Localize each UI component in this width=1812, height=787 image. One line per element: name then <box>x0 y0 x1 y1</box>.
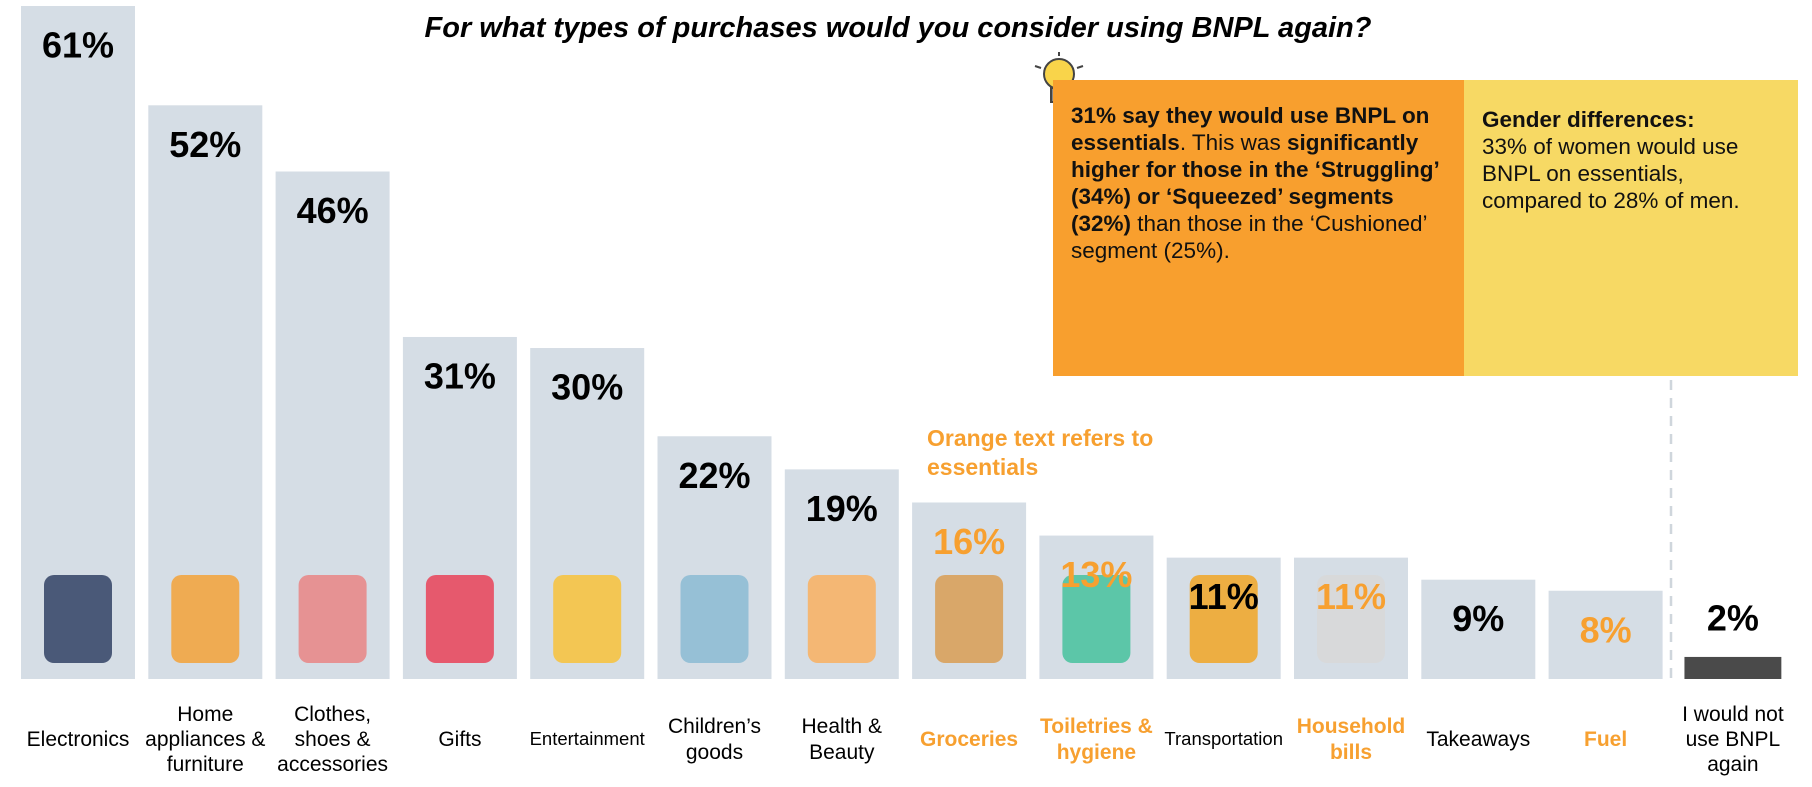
category-icon <box>680 575 749 663</box>
bar <box>21 6 135 679</box>
bar <box>1548 590 1663 679</box>
box-text: 31% say they would use BNPL on essential… <box>1071 103 1430 155</box>
value-label: 2% <box>1707 597 1759 638</box>
category-icon <box>425 575 494 663</box>
value-label: 13% <box>1060 554 1132 595</box>
value-label: 22% <box>678 455 750 496</box>
value-label: 52% <box>169 124 241 165</box>
category-icon <box>44 575 112 663</box>
chart-title: For what types of purchases would you co… <box>424 12 1372 44</box>
category-label: Health & Beauty <box>801 715 883 764</box>
value-label: 61% <box>42 25 114 66</box>
category-label: Clothes, shoes & accessories <box>277 702 389 777</box>
essentials-note: Orange text refers to essentials <box>927 425 1154 480</box>
category-label: Gifts <box>438 727 482 751</box>
category-label: Fuel <box>1584 727 1628 751</box>
value-label: 46% <box>297 190 369 231</box>
category-icon <box>935 575 1004 663</box>
bar <box>1421 579 1536 679</box>
box-text: than those in the ‘Cushioned’ segment (2… <box>1071 211 1427 263</box>
category-label: I would not use BNPL again <box>1682 702 1784 777</box>
bar <box>1684 656 1782 679</box>
value-label: 16% <box>933 521 1005 562</box>
category-label: Takeaways <box>1426 727 1531 751</box>
box-text: 33% of women would use BNPL on essential… <box>1482 134 1740 213</box>
value-label: 8% <box>1580 609 1632 650</box>
category-icon <box>553 575 622 663</box>
box-text: . This was <box>1179 130 1287 155</box>
essentials-box: 31% say they would use BNPL on essential… <box>1053 80 1464 376</box>
category-label: Children’s goods <box>667 715 761 764</box>
value-label: 31% <box>424 355 496 396</box>
category-label: Household bills <box>1296 715 1406 764</box>
category-label: Home appliances & furniture <box>145 702 266 777</box>
category-icon <box>1189 575 1258 663</box>
value-label: 30% <box>551 367 623 408</box>
box-text: significantly higher for those in the ‘S… <box>1071 130 1439 236</box>
category-icon <box>1317 575 1385 663</box>
value-label: 11% <box>1189 576 1259 617</box>
value-label: 19% <box>806 488 878 529</box>
category-icon <box>171 575 240 663</box>
gender-box: Gender differences: 33% of women would u… <box>1464 80 1798 376</box>
value-label: 11% <box>1316 576 1386 617</box>
category-label: Electronics <box>26 727 130 751</box>
category-icon <box>298 575 367 663</box>
category-icon <box>1062 575 1131 663</box>
box-text: Gender differences: <box>1482 107 1695 132</box>
category-label: Entertainment <box>529 728 645 750</box>
value-label: 9% <box>1452 598 1504 639</box>
category-label: Groceries <box>920 727 1019 751</box>
category-label: Toiletries & hygiene <box>1039 715 1153 764</box>
category-label: Transportation <box>1164 728 1283 750</box>
category-icon <box>807 575 876 663</box>
